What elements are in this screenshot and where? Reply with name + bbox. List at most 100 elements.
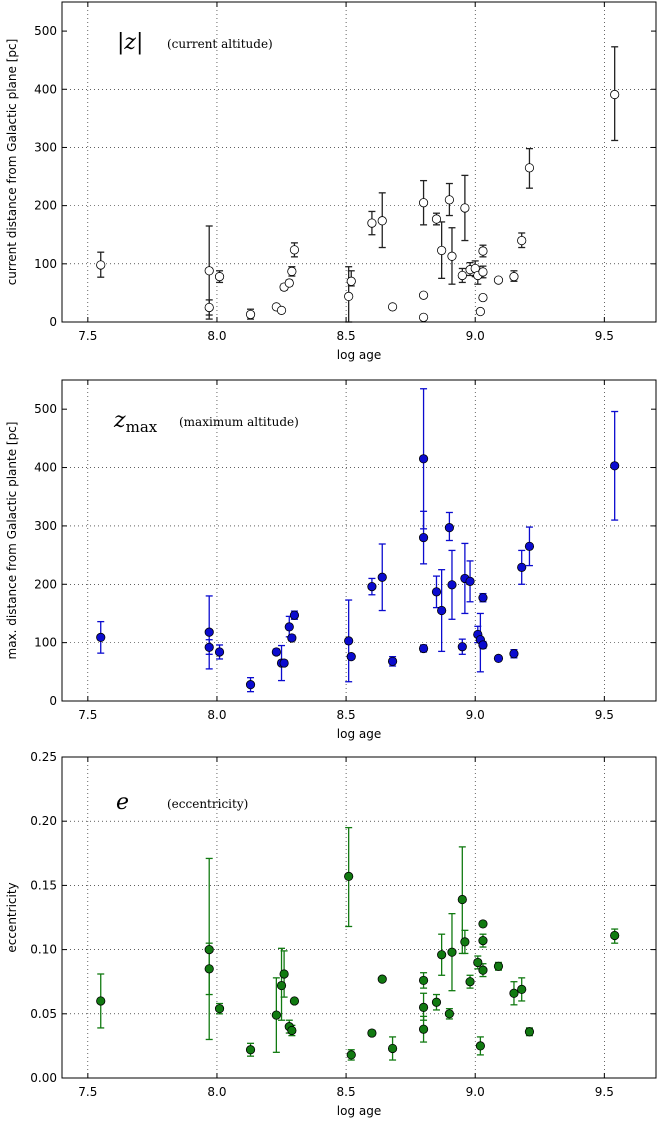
plot-frame-eccentricity xyxy=(61,756,657,1079)
x-tick-label-current-altitude: 8.0 xyxy=(207,329,226,343)
x-axis-label-current-altitude: log age xyxy=(337,348,381,362)
data-point xyxy=(478,246,488,256)
data-point xyxy=(431,214,442,224)
data-point xyxy=(377,216,387,226)
data-point xyxy=(245,1045,256,1055)
symbol-max-subscript: max xyxy=(126,418,158,436)
data-point xyxy=(465,977,475,987)
data-point xyxy=(475,306,485,317)
y-tick-label-maximum-altitude: 0 xyxy=(49,694,57,708)
data-point xyxy=(245,309,256,320)
y-tick-label-maximum-altitude: 500 xyxy=(34,402,57,416)
data-point xyxy=(478,292,488,303)
data-point xyxy=(478,965,488,975)
errorbars-eccentricity xyxy=(97,826,619,1061)
data-point xyxy=(610,930,620,941)
data-point xyxy=(437,245,447,256)
data-point xyxy=(344,291,354,301)
data-point xyxy=(437,950,447,960)
data-point xyxy=(493,275,504,285)
data-point xyxy=(509,272,519,282)
data-point xyxy=(447,947,457,957)
x-axis-label-maximum-altitude: log age xyxy=(337,727,381,741)
data-point xyxy=(287,633,297,643)
data-point xyxy=(279,658,289,668)
data-point xyxy=(96,260,106,270)
annotation-eccentricity: (eccentricity) xyxy=(167,797,248,811)
data-point xyxy=(610,89,620,100)
data-point xyxy=(387,302,398,312)
symbol-current-altitude: |z| xyxy=(117,30,143,55)
data-point xyxy=(289,996,300,1006)
y-tick-label-eccentricity: 0.25 xyxy=(30,750,57,764)
errorbars-maximum-altitude xyxy=(97,388,619,693)
data-point xyxy=(284,622,294,632)
data-point xyxy=(517,984,527,995)
data-point xyxy=(460,937,470,947)
data-point xyxy=(524,541,535,551)
data-point xyxy=(431,997,442,1007)
data-point xyxy=(271,647,281,657)
grid-eccentricity xyxy=(62,757,656,1078)
x-tick-label-current-altitude: 8.5 xyxy=(337,329,356,343)
data-point xyxy=(387,1043,398,1054)
annotation-maximum-altitude: (maximum altitude) xyxy=(179,415,299,429)
y-tick-label-maximum-altitude: 300 xyxy=(34,519,57,533)
data-point xyxy=(465,576,475,586)
data-point xyxy=(478,919,488,929)
x-tick-label-current-altitude: 9.0 xyxy=(466,329,485,343)
data-point xyxy=(418,1024,429,1034)
x-tick-label-maximum-altitude: 7.5 xyxy=(78,708,97,722)
y-tick-label-current-altitude: 100 xyxy=(34,257,57,271)
data-point xyxy=(517,562,527,572)
symbol-maximum-altitude: zmax xyxy=(113,408,158,436)
data-point xyxy=(204,266,214,276)
y-tick-label-current-altitude: 500 xyxy=(34,24,57,38)
data-point xyxy=(377,572,387,582)
ticks-maximum-altitude: 7.5 8.0 8.5 9.0 9.5 0 100 200 300 400 500 xyxy=(34,380,656,722)
data-point xyxy=(96,632,106,642)
symbol-eccentricity: e xyxy=(116,790,129,815)
data-point xyxy=(344,636,354,646)
annotation-current-altitude: (current altitude) xyxy=(167,37,273,51)
data-point xyxy=(271,1010,281,1020)
data-point xyxy=(418,198,429,208)
data-point xyxy=(444,523,454,533)
data-point xyxy=(418,312,429,322)
data-point xyxy=(346,276,356,286)
y-tick-label-eccentricity: 0.10 xyxy=(30,943,57,957)
panel-eccentricity: 7.5 8.0 8.5 9.0 9.50.000.050.100.150.200.25 … xyxy=(5,750,657,1118)
data-point xyxy=(418,290,429,300)
y-tick-label-current-altitude: 300 xyxy=(34,140,57,154)
data-point xyxy=(96,996,106,1006)
data-point xyxy=(367,218,377,228)
data-point xyxy=(284,278,294,288)
data-point xyxy=(493,653,504,663)
data-point xyxy=(478,640,488,650)
data-point xyxy=(204,964,214,974)
y-axis-label-current-altitude: current distance from Galactic plane [pc… xyxy=(5,39,19,286)
data-point xyxy=(418,975,429,986)
data-point xyxy=(509,649,519,659)
data-point xyxy=(478,936,488,946)
data-point xyxy=(289,610,300,620)
symbol-z: z xyxy=(113,408,126,433)
y-tick-label-eccentricity: 0.15 xyxy=(30,878,57,892)
plot-frame-current-altitude xyxy=(61,1,657,323)
data-point xyxy=(377,974,387,984)
y-tick-label-maximum-altitude: 200 xyxy=(34,577,57,591)
data-point xyxy=(457,642,467,652)
points-maximum-altitude xyxy=(96,454,620,690)
data-point xyxy=(493,961,504,971)
data-point xyxy=(214,272,225,282)
data-point xyxy=(437,605,447,616)
points-eccentricity xyxy=(96,871,620,1060)
data-point xyxy=(276,980,287,991)
y-axis-label-maximum-altitude: max. distance from Galactic plante [pc] xyxy=(5,422,19,660)
data-point xyxy=(346,652,356,662)
data-point xyxy=(478,593,488,603)
y-tick-label-current-altitude: 200 xyxy=(34,199,57,213)
y-tick-label-current-altitude: 0 xyxy=(49,315,57,329)
